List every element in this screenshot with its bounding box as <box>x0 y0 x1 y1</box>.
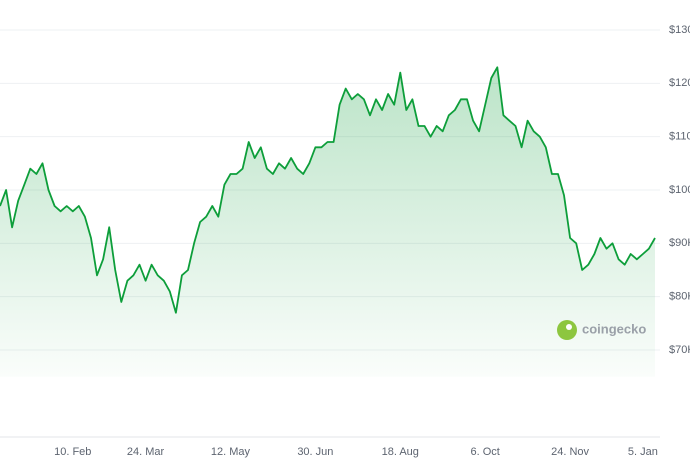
y-tick-label: $70K <box>669 344 690 356</box>
x-tick-label: 30. Jun <box>297 446 333 458</box>
x-tick-label: 5. Jan <box>628 446 658 458</box>
logo-eye <box>566 324 572 330</box>
x-tick-label: 24. Mar <box>127 446 165 458</box>
x-tick-label: 12. May <box>211 446 251 458</box>
y-tick-label: $130K <box>669 24 690 36</box>
x-tick-label: 18. Aug <box>382 446 419 458</box>
plot: $70K $80K $90K $100K $110K $120K $130K 10. Feb 2… <box>0 24 690 458</box>
y-tick-label: $120K <box>669 77 690 89</box>
price-line <box>0 66 656 314</box>
x-tick-label: 10. Feb <box>54 446 91 458</box>
y-tick-label: $110K <box>669 131 690 143</box>
y-tick-label: $90K <box>669 237 690 249</box>
logo-text: coingecko <box>582 321 646 336</box>
x-tick-label: 24. Nov <box>551 446 589 458</box>
area-fill <box>0 67 655 377</box>
y-tick-label: $80K <box>669 291 690 303</box>
y-tick-label: $100K <box>669 184 690 196</box>
logo-icon <box>557 320 577 340</box>
watermark: coingecko <box>557 320 646 340</box>
x-tick-label: 6. Oct <box>471 446 500 458</box>
